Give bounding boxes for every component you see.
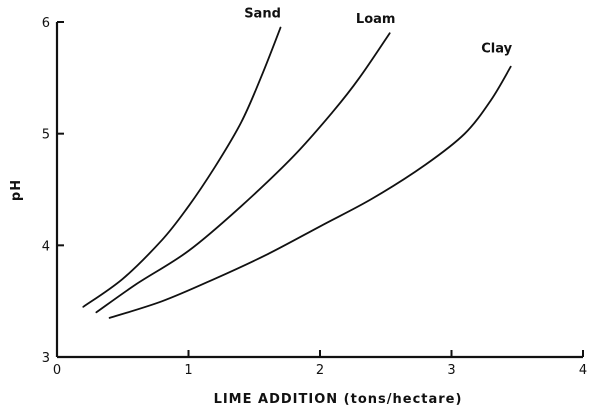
series-label-clay: Clay [481, 42, 512, 57]
x-tick-label: 2 [316, 363, 324, 378]
x-tick-label: 0 [53, 363, 61, 378]
x-tick-label: 1 [184, 363, 192, 378]
series-line-loam [95, 32, 391, 314]
y-tick-label: 4 [42, 239, 50, 254]
y-axis-label: pH [9, 179, 24, 201]
series-line-clay [108, 65, 512, 319]
y-tick-label: 5 [42, 128, 50, 143]
axes [55, 22, 583, 359]
series-label-loam: Loam [356, 12, 396, 27]
y-tick-label: 6 [42, 16, 50, 31]
series-lines: Sand Loam Clay [82, 7, 513, 319]
x-axis-label: LIME ADDITION (tons/hectare) [214, 392, 463, 407]
series-line-sand [82, 26, 282, 308]
series-label-sand: Sand [244, 7, 281, 22]
x-tick-label: 3 [447, 363, 455, 378]
y-tick-label: 3 [42, 351, 50, 366]
x-tick-label: 4 [579, 363, 587, 378]
ticks: 0 1 2 3 4 3 4 5 6 [42, 16, 587, 378]
